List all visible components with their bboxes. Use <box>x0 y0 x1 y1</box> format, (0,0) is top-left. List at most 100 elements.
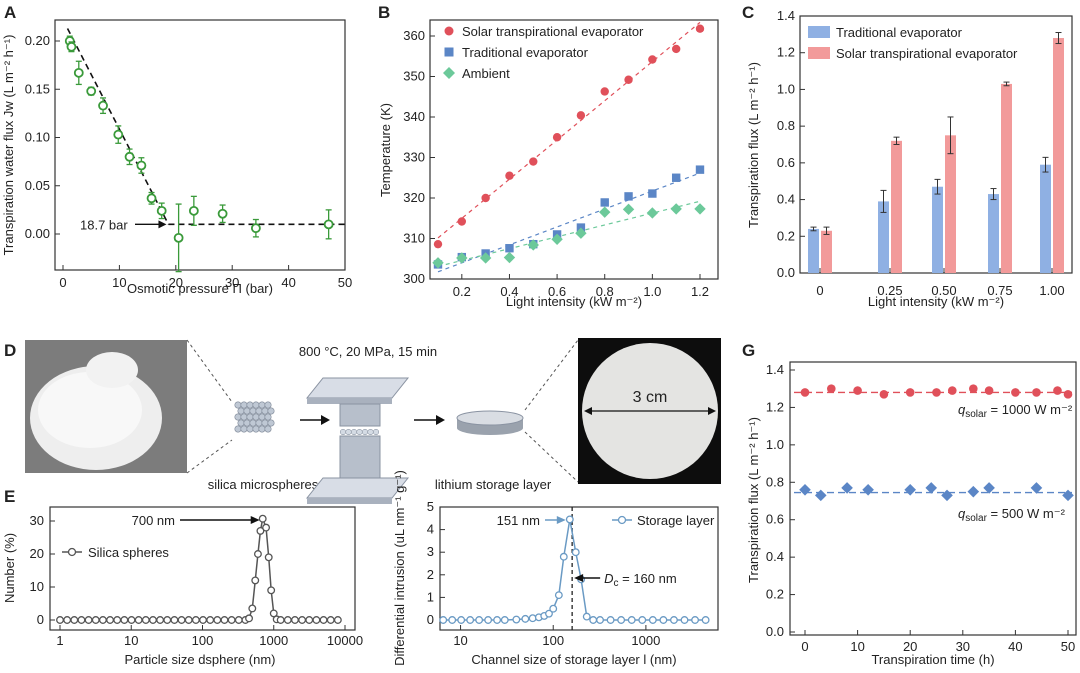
y-tick-label: 320 <box>403 190 425 205</box>
chart-f: 10 100 1000 0 1 2 3 4 5 Channel size of storage l… <box>392 470 719 667</box>
microsphere <box>243 419 251 427</box>
press-bottom-edge <box>307 498 392 504</box>
y-tick-label: 4 <box>427 522 434 537</box>
data-point <box>170 616 179 624</box>
legend-entry: Silica spheres <box>88 545 169 560</box>
data-point <box>269 609 278 618</box>
data-point <box>575 227 587 239</box>
x-axis-label: Light intensity (kW m⁻²) <box>506 294 642 309</box>
data-point <box>638 616 647 624</box>
press-die <box>339 435 381 479</box>
powder-top <box>86 352 138 388</box>
data-point <box>691 616 700 624</box>
microsphere <box>237 419 245 427</box>
data-point <box>91 616 100 624</box>
data-point <box>120 616 129 624</box>
y-axis-label: Transpiration flux (L m⁻² h⁻¹) <box>746 417 761 583</box>
data-point <box>624 75 633 84</box>
y-axis-label: Differential intrusion (uL nm⁻¹ g⁻¹) <box>392 470 407 666</box>
microsphere <box>252 413 260 421</box>
chart-c: 0.0 0.2 0.4 0.6 0.8 1.0 1.2 1.4 0 0.25 0.50 0.75 1.0… <box>746 8 1073 309</box>
zoom-line <box>524 431 579 483</box>
data-point <box>184 616 193 624</box>
microsphere <box>367 428 374 436</box>
data-point <box>156 205 167 216</box>
data-point <box>505 171 514 180</box>
data-point <box>481 193 490 203</box>
x-tick-label: 10000 <box>327 633 363 648</box>
y-tick-label: 30 <box>30 513 44 528</box>
y-tick-label: 0.4 <box>766 549 784 564</box>
annotation-arrowhead <box>250 516 260 524</box>
x-axis-label: Transpiration time (h) <box>871 652 994 667</box>
x-tick-label: 50 <box>1061 639 1075 654</box>
y-tick-label: 1.4 <box>777 8 795 23</box>
microsphere <box>246 425 254 433</box>
y-tick-label: 1.0 <box>766 437 784 452</box>
legend-marker <box>67 547 77 557</box>
data-point <box>827 384 836 394</box>
y-tick-label: 0 <box>427 612 434 627</box>
y-tick-label: 0.10 <box>25 130 50 145</box>
y-tick-label: 0.8 <box>777 118 795 133</box>
data-point <box>248 604 257 613</box>
microsphere-cluster <box>234 401 275 433</box>
x-tick-label: 0 <box>801 639 808 654</box>
data-point <box>227 616 236 624</box>
data-point <box>245 614 253 623</box>
x-tick-label: 1.2 <box>691 284 709 299</box>
dc-arrowhead <box>574 574 584 582</box>
data-point <box>134 616 143 624</box>
data-point <box>124 151 135 162</box>
microsphere <box>240 401 248 409</box>
y-tick-label: 0.00 <box>25 226 50 241</box>
data-point <box>947 386 957 395</box>
data-point <box>188 205 199 216</box>
data-point <box>312 616 321 624</box>
data-point <box>941 489 953 502</box>
x-tick-label: 1.0 <box>643 284 661 299</box>
x-tick-label: 0 <box>816 283 823 298</box>
chart-g: 0 10 20 30 40 50 0.0 0.2 0.4 0.6 0.8 1.0 1.2 1.4 Trans… <box>746 361 1077 667</box>
x-tick-label: 40 <box>1008 639 1022 654</box>
bar <box>945 135 956 273</box>
label-lithium-storage-layer: lithium storage layer <box>435 477 552 492</box>
data-point <box>456 252 468 264</box>
scale-label: 3 cm <box>633 389 668 406</box>
data-point <box>1032 388 1041 397</box>
data-point <box>500 616 509 624</box>
y-tick-label: 350 <box>403 69 425 84</box>
x-tick-label: 50 <box>338 275 352 290</box>
x-tick-label: 1 <box>56 633 63 648</box>
y-tick-label: 1.4 <box>766 362 784 377</box>
bar <box>1053 38 1064 274</box>
zoom-line <box>524 339 579 411</box>
microsphere <box>261 419 269 427</box>
bar <box>808 228 819 273</box>
microsphere <box>234 413 242 421</box>
data-point <box>680 616 689 624</box>
data-point <box>600 198 609 207</box>
bar <box>878 201 889 273</box>
data-point <box>671 173 681 182</box>
data-point <box>648 189 657 198</box>
data-point <box>905 388 915 397</box>
chart-b-frame <box>429 19 719 280</box>
panel-label-e: E <box>4 487 15 506</box>
data-point <box>528 614 537 623</box>
data-point <box>251 576 260 585</box>
data-point <box>582 612 591 621</box>
x-axis-label: Channel size of storage layer l (nm) <box>471 652 676 667</box>
legend-marker <box>444 26 454 36</box>
y-tick-label: 0.4 <box>777 192 795 207</box>
data-point <box>695 24 705 33</box>
press-upper-piston <box>339 403 381 427</box>
legend-entry: Ambient <box>462 66 510 81</box>
data-point <box>258 514 267 523</box>
data-point <box>505 244 514 253</box>
y-axis-label: Transpiration water flux Jw (L m⁻² h⁻¹) <box>1 35 16 256</box>
x-tick-label: 0.6 <box>548 284 566 299</box>
microsphere <box>246 401 254 409</box>
data-point <box>969 384 978 394</box>
microsphere <box>356 428 363 436</box>
